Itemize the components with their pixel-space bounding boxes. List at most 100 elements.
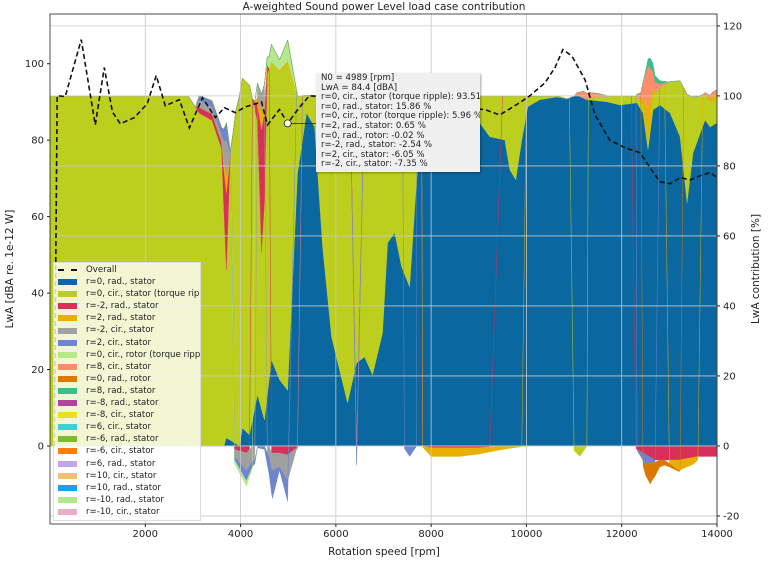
legend-label: r=-8, rad., stator xyxy=(86,398,159,409)
tooltip-line: r=0, cir., stator (torque ripple): 93.51… xyxy=(321,92,480,103)
color-swatch xyxy=(58,363,77,370)
y-left-tick-label: 100 xyxy=(25,59,44,70)
color-swatch xyxy=(58,327,77,334)
tooltip-line: r=2, cir., stator: -6.05 % xyxy=(321,149,425,160)
color-swatch xyxy=(58,400,77,407)
plot-frame xyxy=(49,13,718,525)
legend-item-overall[interactable]: Overall xyxy=(58,264,200,276)
tooltip-line: N0 = 4989 [rpm] xyxy=(321,73,395,83)
legend-item[interactable]: r=-6, cir., stator xyxy=(58,445,200,457)
legend-label: r=-2, rad., stator xyxy=(86,301,159,312)
y-axis-left: 0 20 40 60 80 100 xyxy=(25,59,50,453)
color-swatch xyxy=(58,315,77,322)
y-left-tick-label: 20 xyxy=(31,365,44,376)
legend-item[interactable]: r=0, rad., rotor xyxy=(58,373,200,385)
legend-label: r=10, rad., stator xyxy=(86,482,161,493)
legend-label: Overall xyxy=(86,265,117,275)
legend-item[interactable]: r=0, rad., stator xyxy=(58,276,200,288)
y-right-tick-label: 60 xyxy=(723,231,736,242)
tooltip-line: r=0, rad., rotor: -0.02 % xyxy=(321,130,425,141)
tooltip-line: r=2, rad., stator: 0.65 % xyxy=(321,120,426,131)
legend-label: r=-8, cir., stator xyxy=(86,410,155,421)
legend-item[interactable]: r=-10, cir., stator xyxy=(58,506,200,518)
legend-item[interactable]: r=6, rad., stator xyxy=(58,458,200,470)
legend-item[interactable]: r=8, cir., stator xyxy=(58,361,200,373)
legend-item[interactable]: r=8, rad., stator xyxy=(58,385,200,397)
x-tick-label: 8000 xyxy=(418,529,443,540)
legend-label: r=0, cir., rotor (torque ripple) xyxy=(86,349,201,360)
legend-label: r=0, rad., stator xyxy=(86,277,156,288)
x-tick-label: 12000 xyxy=(606,529,638,540)
legend-item[interactable]: r=0, cir., stator (torque ripple) xyxy=(58,288,200,300)
y-right-tick-label: -20 xyxy=(723,511,739,522)
color-swatch xyxy=(58,436,77,443)
legend-item[interactable]: r=-8, cir., stator xyxy=(58,409,200,421)
legend-item[interactable]: r=-6, rad., stator xyxy=(58,433,200,445)
y-left-tick-label: 60 xyxy=(31,212,44,223)
legend-label: r=0, rad., rotor xyxy=(86,373,151,384)
legend-label: r=6, cir., stator xyxy=(86,422,151,433)
color-swatch xyxy=(58,460,77,467)
color-swatch xyxy=(58,448,77,455)
tooltip-line: r=0, rad., stator: 15.86 % xyxy=(321,101,432,112)
legend-item[interactable]: r=10, cir., stator xyxy=(58,470,200,482)
y-left-tick-label: 40 xyxy=(31,289,44,300)
color-swatch xyxy=(58,496,77,503)
y-left-tick-label: 80 xyxy=(31,136,44,147)
tooltip-line: LwA = 84.4 [dBA] xyxy=(321,82,398,93)
tooltip-line: r=-2, rad., stator: -2.54 % xyxy=(321,140,433,151)
legend-item[interactable]: r=2, rad., stator xyxy=(58,312,200,324)
color-swatch xyxy=(58,508,77,515)
y-axis-right-label: LwA contribution [%] xyxy=(750,214,762,324)
legend-item[interactable]: r=2, cir., stator xyxy=(58,337,200,349)
legend-item[interactable]: r=-2, cir., stator xyxy=(58,324,200,336)
legend-label: r=-10, cir., stator xyxy=(86,506,160,517)
color-swatch xyxy=(58,412,77,419)
legend-item[interactable]: r=6, cir., stator xyxy=(58,421,200,433)
legend: Overall r=0, rad., stator r=0, cir., stat… xyxy=(53,262,201,521)
legend-label: r=2, cir., stator xyxy=(86,337,151,348)
legend-label: r=10, cir., stator xyxy=(86,470,157,481)
legend-label: r=2, rad., stator xyxy=(86,313,156,324)
legend-item[interactable]: r=-10, rad., stator xyxy=(58,494,200,506)
x-axis-label: Rotation speed [rpm] xyxy=(328,546,440,558)
y-left-tick-label: 0 xyxy=(38,442,44,453)
legend-label: r=-10, rad., stator xyxy=(86,494,164,505)
y-right-tick-label: 120 xyxy=(723,21,742,32)
overall-line-group xyxy=(53,39,717,447)
y-right-tick-label: 100 xyxy=(723,91,742,102)
legend-label: r=6, rad., stator xyxy=(86,458,156,469)
color-swatch xyxy=(58,351,77,358)
legend-item[interactable]: r=10, rad., stator xyxy=(58,482,200,494)
overall-line[interactable] xyxy=(53,39,717,447)
y-right-tick-label: 20 xyxy=(723,371,736,382)
legend-label: r=8, rad., stator xyxy=(86,385,156,396)
x-axis: 2000 4000 6000 8000 10000 12000 14000 xyxy=(133,524,733,540)
tooltip-line: r=0, cir., rotor (torque ripple): 5.96 % xyxy=(321,111,480,122)
x-tick-label: 14000 xyxy=(701,529,733,540)
y-right-tick-label: 40 xyxy=(723,301,736,312)
tooltip-line: r=-2, cir., stator: -7.35 % xyxy=(321,159,428,170)
legend-label: r=8, cir., stator xyxy=(86,361,151,372)
legend-item[interactable]: r=-8, rad., stator xyxy=(58,397,200,409)
color-swatch xyxy=(58,375,77,382)
x-tick-label: 4000 xyxy=(228,529,253,540)
x-tick-label: 6000 xyxy=(323,529,348,540)
color-swatch xyxy=(58,291,77,298)
legend-label: r=-2, cir., stator xyxy=(86,325,155,336)
dashed-line-swatch xyxy=(58,269,77,272)
legend-item[interactable]: r=0, cir., rotor (torque ripple) xyxy=(58,349,200,361)
legend-label: r=-6, rad., stator xyxy=(86,434,159,445)
y-right-tick-label: 0 xyxy=(723,441,729,452)
hover-marker xyxy=(283,119,292,128)
color-swatch xyxy=(58,339,77,346)
y-axis-right: -20 0 20 40 60 80 100 120 xyxy=(717,21,742,522)
x-tick-label: 2000 xyxy=(133,529,158,540)
color-swatch xyxy=(58,279,77,286)
legend-label: r=0, cir., stator (torque ripple) xyxy=(86,289,200,300)
y-axis-left-label: LwA [dBA re. 1e-12 W] xyxy=(4,210,16,329)
legend-item[interactable]: r=-2, rad., stator xyxy=(58,300,200,312)
hover-tooltip: N0 = 4989 [rpm] LwA = 84.4 [dBA] r=0, cir.… xyxy=(316,73,480,172)
color-swatch xyxy=(58,303,77,310)
